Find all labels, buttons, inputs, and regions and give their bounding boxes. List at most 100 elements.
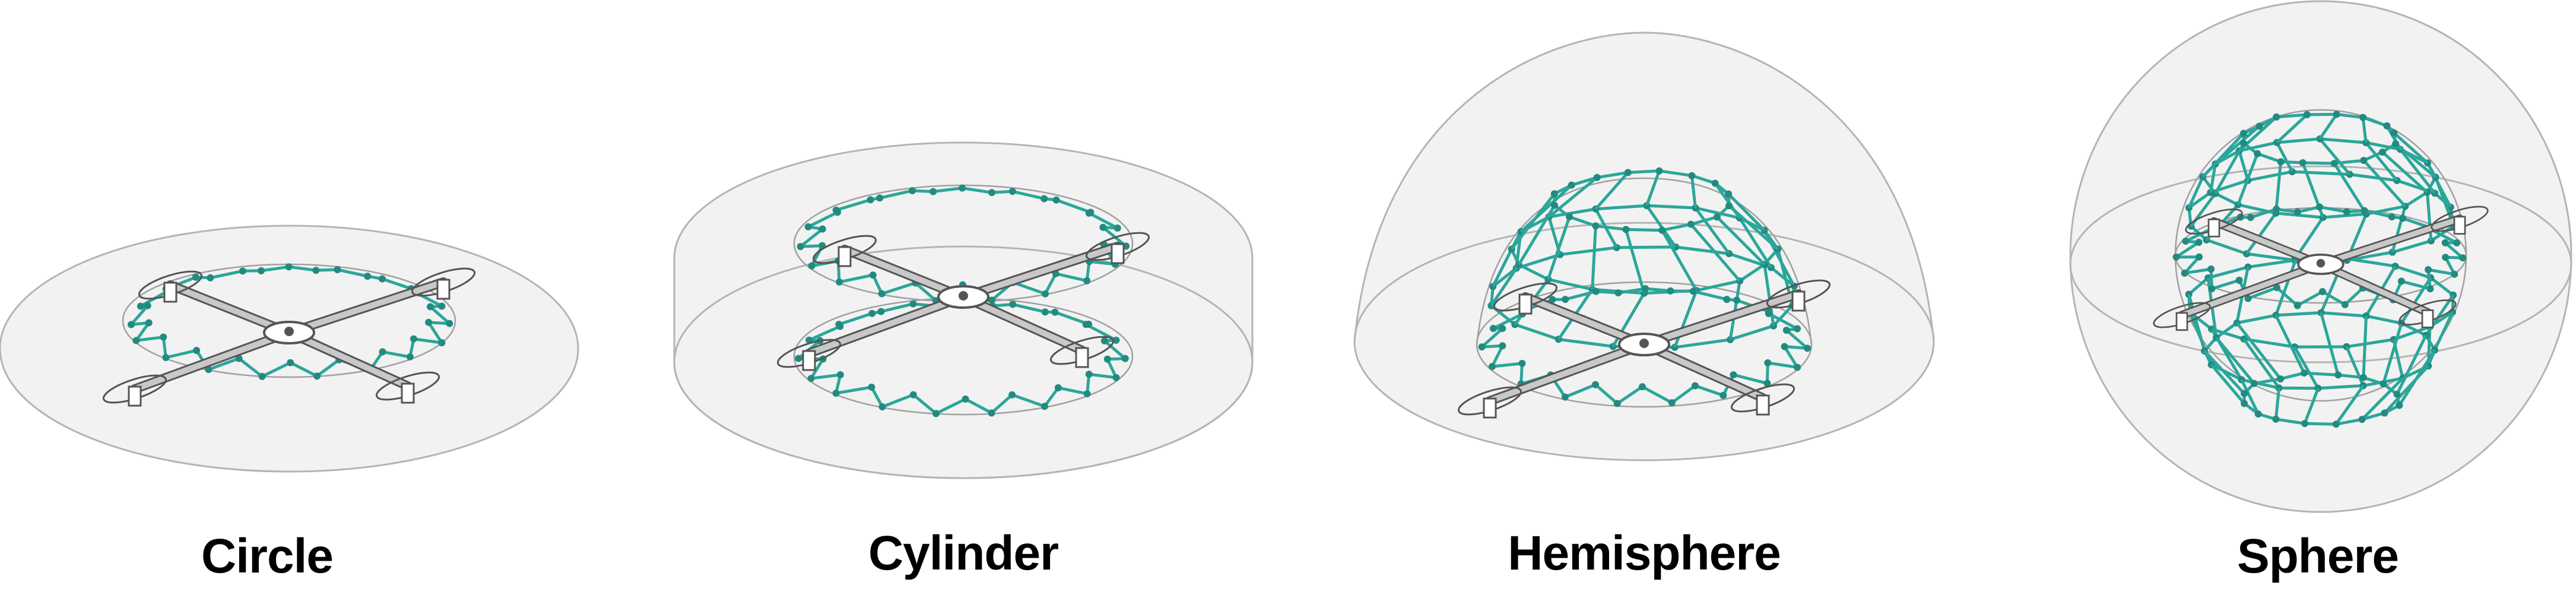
frame-node (2390, 129, 2398, 137)
hemisphere-base-back (1353, 222, 1935, 342)
frame-node (877, 308, 885, 315)
frame-node (1052, 196, 1060, 204)
frame-node (2330, 160, 2338, 167)
frame-node (2426, 285, 2434, 293)
frame-node (2172, 253, 2180, 261)
motor-leg-icon (163, 282, 177, 303)
frame-node (836, 371, 844, 379)
frame-node (836, 278, 843, 286)
frame-node (2451, 270, 2458, 278)
frame-node (988, 409, 995, 417)
frame-node (878, 403, 886, 411)
drone-center-icon (2316, 259, 2326, 268)
frame-node (909, 300, 917, 308)
frame-node (1550, 190, 1558, 198)
frame-strut (2214, 125, 2261, 166)
frame-node (1804, 344, 1812, 352)
frame-node (1593, 173, 1601, 181)
frame-node (2380, 380, 2387, 388)
frame-node (1613, 400, 1621, 407)
frame-node (1689, 287, 1697, 295)
drone-center-icon (284, 327, 294, 336)
frame-node (819, 225, 826, 233)
frame-node (160, 333, 167, 341)
motor-leg-icon (128, 385, 142, 407)
frame-node (1551, 201, 1559, 209)
frame-strut (2334, 384, 2365, 425)
frame-node (2359, 113, 2367, 121)
frame-node (797, 243, 804, 251)
frame-node (2255, 122, 2263, 130)
frame-node (1121, 355, 1129, 362)
frame-node (426, 303, 434, 311)
frame-node (1622, 226, 1630, 233)
frame-node (378, 275, 386, 283)
frame-node (909, 391, 917, 399)
frame-node (1592, 222, 1600, 230)
frame-node (2301, 420, 2308, 428)
frame-strut (2215, 336, 2255, 385)
frame-strut (1714, 182, 1741, 219)
frame-node (1691, 382, 1699, 390)
frame-node (2333, 110, 2340, 118)
frame-node (144, 302, 151, 309)
frame-strut (2238, 150, 2250, 181)
frame-strut (2276, 113, 2308, 144)
frame-strut (2274, 162, 2283, 214)
frame-node (1658, 226, 1666, 234)
frame-strut (1689, 223, 1741, 282)
frame-node (1568, 181, 1575, 189)
drone-arm-fill (2179, 261, 2324, 318)
drone-arm-fill (1641, 342, 1766, 401)
motor-leg-icon (837, 246, 852, 267)
cylinder-bottom-rim (673, 245, 1254, 479)
frame-strut (1591, 226, 1597, 290)
frame-strut (2399, 148, 2436, 194)
frame-node (2239, 129, 2247, 137)
frame-node (313, 372, 321, 380)
frame-strut (2361, 377, 2404, 421)
frame-node (193, 346, 201, 354)
frame-node (287, 359, 294, 366)
frame-node (2381, 409, 2388, 417)
circle-envelope (0, 225, 579, 473)
frame-node (909, 187, 916, 195)
frame-node (1720, 391, 1727, 399)
frame-strut (2400, 277, 2432, 324)
frame-node (1099, 223, 1107, 231)
frame-node (1624, 169, 1632, 176)
frame-node (868, 309, 876, 317)
frame-node (1549, 296, 1556, 304)
frame-strut (1519, 184, 1573, 233)
frame-strut (2362, 315, 2368, 378)
frame-node (2303, 110, 2311, 118)
motor-leg-icon (2175, 312, 2188, 331)
motor-leg-icon (2421, 309, 2434, 328)
frame-node (1763, 380, 1771, 387)
frame-node (929, 188, 937, 195)
frame-strut (2381, 323, 2403, 385)
frame-node (127, 321, 135, 328)
frame-strut (2318, 138, 2351, 176)
frame-node (1713, 213, 1721, 221)
frame-node (988, 189, 995, 197)
frame-strut (2362, 159, 2407, 208)
frame-node (2293, 208, 2301, 216)
frame-node (1655, 167, 1663, 175)
frame-node (1730, 371, 1737, 379)
frame-strut (2214, 143, 2245, 194)
frame-strut (1548, 176, 1598, 219)
frame-node (2277, 158, 2285, 166)
frame-node (959, 184, 966, 192)
frame-node (2240, 140, 2248, 147)
frame-node (807, 375, 815, 382)
frame-strut (2240, 379, 2260, 415)
frame-strut (1594, 171, 1629, 210)
frame-node (1614, 289, 1622, 297)
frame-node (145, 319, 153, 327)
frame-node (312, 267, 320, 274)
drone-arm-fill (286, 330, 411, 389)
drone-arm-fill (960, 294, 1085, 353)
frame-node (2273, 113, 2280, 121)
frame-node (1794, 363, 1801, 371)
